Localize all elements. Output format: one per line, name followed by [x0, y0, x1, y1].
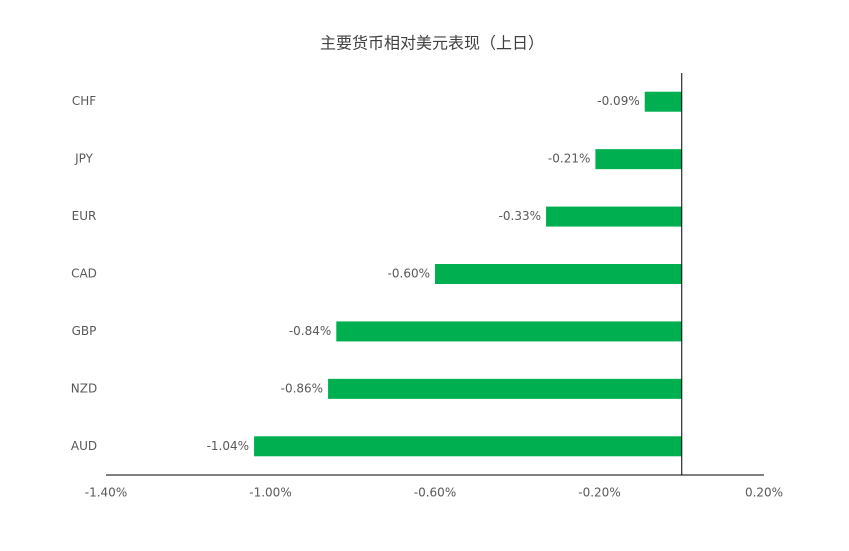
data-label: -1.04%	[207, 439, 249, 453]
data-label: -0.86%	[281, 381, 323, 395]
y-tick-label: AUD	[71, 439, 97, 453]
y-tick-label: GBP	[72, 324, 97, 338]
data-label: -0.21%	[548, 152, 590, 166]
bar	[336, 321, 682, 342]
chart-title: 主要货币相对美元表现（上日）	[320, 34, 544, 53]
x-tick-label: -1.00%	[249, 486, 291, 500]
bar	[328, 378, 682, 399]
bar	[435, 264, 682, 284]
x-tick-label: -1.40%	[85, 486, 127, 500]
bar	[595, 149, 682, 170]
y-tick-label: JPY	[74, 152, 94, 166]
data-label: -0.84%	[289, 324, 331, 338]
bar	[644, 91, 682, 112]
y-tick-label: CAD	[71, 267, 97, 281]
x-tick-label: -0.20%	[578, 486, 620, 500]
x-tick-label: 0.20%	[745, 486, 783, 500]
data-label: -0.09%	[597, 94, 639, 108]
y-tick-label: CHF	[72, 94, 96, 108]
x-tick-label: -0.60%	[414, 486, 456, 500]
bar	[546, 206, 682, 227]
y-tick-label: EUR	[72, 209, 97, 223]
y-tick-label: NZD	[71, 381, 97, 395]
data-label: -0.33%	[499, 209, 541, 223]
data-label: -0.60%	[388, 267, 430, 281]
bar	[254, 436, 682, 457]
